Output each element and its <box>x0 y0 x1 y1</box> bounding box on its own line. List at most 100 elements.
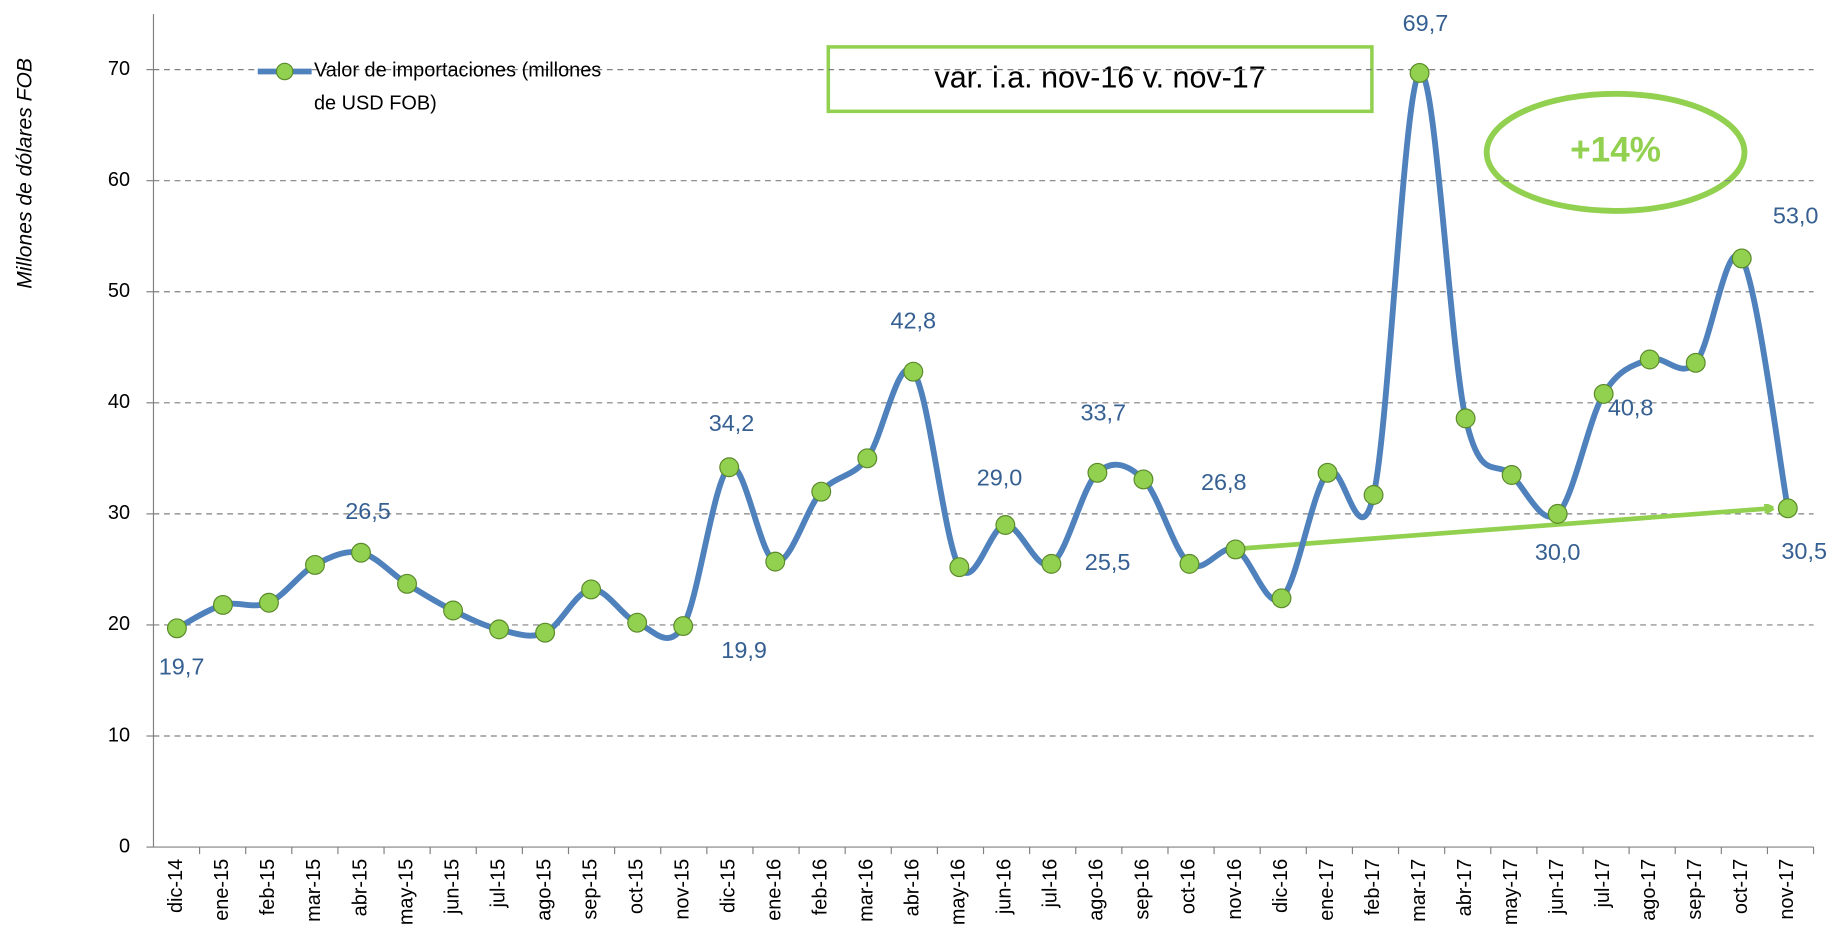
x-tick-label: ago-17 <box>1638 859 1660 921</box>
marker <box>1501 465 1522 485</box>
data-label: 30,5 <box>1781 538 1827 564</box>
marker <box>581 579 602 600</box>
y-tick-label: 70 <box>108 58 130 80</box>
x-tick-label: sep-17 <box>1684 859 1706 920</box>
x-tick-label: abr-17 <box>1454 859 1476 917</box>
annotation-change: +14% <box>1570 131 1661 170</box>
marker <box>1179 553 1200 574</box>
marker <box>1087 462 1108 483</box>
x-tick-label: feb-15 <box>257 859 279 915</box>
data-label: 34,2 <box>709 410 755 436</box>
marker <box>903 361 924 382</box>
data-label: 33,7 <box>1080 399 1126 425</box>
x-tick-label: jul-15 <box>487 859 509 909</box>
marker <box>1225 539 1246 560</box>
marker <box>1777 498 1798 519</box>
marker <box>305 555 325 575</box>
marker <box>765 551 786 572</box>
x-tick-label: feb-17 <box>1362 859 1384 915</box>
x-tick-label: jun-15 <box>441 859 463 915</box>
x-tick-label: may-16 <box>948 859 970 925</box>
data-label: 29,0 <box>977 464 1023 490</box>
data-label: 40,8 <box>1608 394 1654 420</box>
data-label: 30,0 <box>1535 539 1581 565</box>
x-tick-label: oct-17 <box>1730 859 1752 914</box>
marker <box>212 594 233 615</box>
marker <box>811 481 832 502</box>
x-tick-label: feb-16 <box>810 859 832 915</box>
marker <box>1731 248 1752 269</box>
marker <box>489 619 510 640</box>
x-tick-label: may-15 <box>395 859 417 925</box>
marker <box>258 592 279 613</box>
marker <box>1593 383 1614 404</box>
legend-line-text: Valor de importaciones (millones <box>314 60 601 82</box>
marker <box>673 616 694 637</box>
data-label: 53,0 <box>1773 203 1819 229</box>
marker <box>1363 485 1384 505</box>
x-tick-label: jun-17 <box>1546 859 1568 915</box>
marker <box>995 515 1016 535</box>
legend-line-text: de USD FOB) <box>314 93 437 115</box>
x-tick-label: sep-16 <box>1132 859 1154 920</box>
x-tick-label: abr-15 <box>349 859 371 917</box>
marker <box>397 573 417 594</box>
marker <box>443 600 464 621</box>
x-tick-label: jun-16 <box>994 859 1016 915</box>
marker <box>1271 588 1292 609</box>
marker <box>1639 349 1660 370</box>
x-tick-label: dic-15 <box>717 859 739 913</box>
x-tick-label: mar-16 <box>856 859 878 922</box>
y-tick-label: 60 <box>108 169 130 191</box>
marker <box>627 612 648 633</box>
marker <box>1133 469 1154 490</box>
marker <box>1547 503 1568 524</box>
data-label: 26,5 <box>345 498 391 524</box>
data-label: 42,8 <box>891 308 937 334</box>
trend-arrow <box>1244 508 1772 551</box>
y-axis-label: Millones de dólares FOB <box>13 58 36 289</box>
marker <box>857 448 878 469</box>
x-tick-label: nov-16 <box>1224 859 1246 920</box>
x-tick-label: nov-17 <box>1776 859 1798 920</box>
data-label: 25,5 <box>1085 549 1131 575</box>
x-tick-label: sep-15 <box>579 859 601 920</box>
marker <box>1685 352 1706 373</box>
marker <box>949 557 970 578</box>
marker <box>719 457 740 478</box>
x-tick-label: oct-15 <box>625 859 647 914</box>
x-tick-label: ene-16 <box>764 859 786 921</box>
marker <box>1409 62 1430 83</box>
x-tick-label: jul-17 <box>1592 859 1614 909</box>
y-tick-label: 40 <box>108 391 130 413</box>
x-tick-label: dic-14 <box>165 859 187 913</box>
annotation-box <box>826 45 1374 114</box>
data-label: 26,8 <box>1201 469 1247 495</box>
x-tick-label: mar-15 <box>303 859 325 922</box>
legend-marker <box>275 62 294 81</box>
x-tick-label: ene-15 <box>211 859 233 921</box>
x-tick-label: dic-16 <box>1270 859 1292 913</box>
line <box>175 69 1791 641</box>
y-tick-label: 30 <box>108 502 130 524</box>
marker <box>1041 553 1062 574</box>
marker <box>351 542 371 563</box>
y-tick-label: 20 <box>108 613 130 635</box>
x-tick-label: jul-16 <box>1040 859 1062 909</box>
x-tick-label: oct-16 <box>1178 859 1200 914</box>
x-tick-label: ago-15 <box>533 859 555 921</box>
annotation-box-text: var. i.a. nov-16 v. nov-17 <box>934 61 1265 95</box>
y-tick-label: 50 <box>108 280 130 302</box>
marker <box>1317 462 1338 483</box>
data-label: 19,7 <box>159 653 205 679</box>
x-tick-label: ene-17 <box>1316 859 1338 921</box>
x-tick-label: ago-16 <box>1086 859 1108 921</box>
x-tick-label: abr-16 <box>902 859 924 917</box>
marker <box>166 618 187 639</box>
x-tick-label: nov-15 <box>671 859 693 920</box>
marker <box>535 622 556 643</box>
marker <box>1455 408 1476 429</box>
x-tick-label: mar-17 <box>1408 859 1430 922</box>
y-tick-label: 0 <box>119 835 130 857</box>
